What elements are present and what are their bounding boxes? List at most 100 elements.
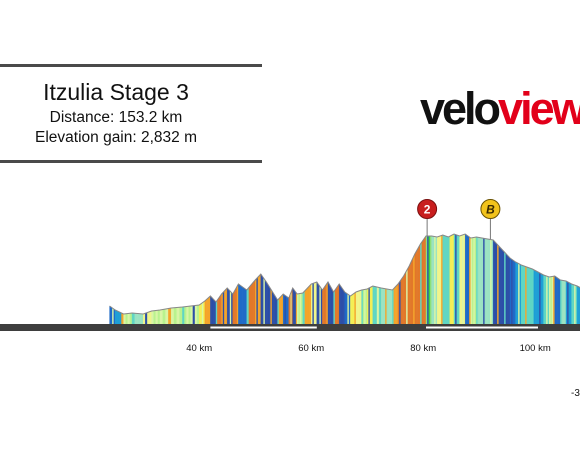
profile-segment bbox=[113, 308, 116, 325]
profile-segment bbox=[212, 298, 215, 325]
profile-segment bbox=[558, 278, 561, 325]
profile-segment bbox=[207, 296, 210, 325]
profile-segment bbox=[355, 291, 358, 325]
profile-segment bbox=[231, 291, 234, 325]
profile-segment bbox=[369, 286, 372, 325]
profile-segment bbox=[201, 301, 204, 325]
profile-segment bbox=[273, 292, 275, 325]
profile-segment bbox=[547, 276, 550, 325]
profile-segment bbox=[544, 275, 547, 325]
profile-segment bbox=[526, 266, 529, 325]
profile-segment bbox=[434, 236, 436, 325]
profile-segment bbox=[385, 288, 387, 325]
profile-segment bbox=[410, 259, 413, 325]
profile-segment bbox=[224, 288, 227, 325]
profile-segment bbox=[360, 289, 362, 325]
profile-segment bbox=[476, 236, 478, 325]
profile-segment bbox=[446, 236, 449, 325]
profile-segment bbox=[327, 281, 330, 325]
profile-segment bbox=[157, 309, 161, 325]
profile-segment bbox=[196, 304, 200, 325]
profile-segment bbox=[365, 288, 368, 325]
profile-segment bbox=[420, 241, 422, 325]
profile-segment bbox=[145, 312, 148, 325]
profile-segment bbox=[168, 307, 172, 325]
profile-segment bbox=[418, 243, 421, 325]
profile-segment bbox=[469, 236, 471, 325]
profile-segment bbox=[246, 286, 250, 325]
profile-segment bbox=[500, 246, 502, 325]
profile-segment bbox=[484, 238, 487, 325]
profile-segment bbox=[308, 283, 312, 325]
profile-segment bbox=[516, 262, 519, 325]
profile-segment bbox=[393, 286, 396, 325]
profile-segment bbox=[226, 287, 229, 325]
profile-segment bbox=[470, 237, 473, 325]
climb-category-marker bbox=[417, 199, 438, 219]
profile-segment bbox=[395, 284, 397, 325]
profile-segment bbox=[287, 296, 289, 325]
profile-segment bbox=[451, 234, 453, 325]
profile-segment bbox=[466, 234, 469, 325]
profile-segment bbox=[449, 235, 452, 325]
profile-segment bbox=[326, 281, 329, 325]
profile-segment bbox=[424, 235, 427, 325]
profile-segment bbox=[218, 295, 221, 325]
profile-segment bbox=[498, 245, 501, 325]
profile-segment bbox=[284, 294, 287, 325]
profile-segment bbox=[147, 311, 150, 325]
profile-segment bbox=[334, 287, 337, 325]
profile-segment bbox=[298, 293, 301, 325]
profile-segment bbox=[480, 237, 483, 325]
profile-outline bbox=[109, 233, 580, 315]
profile-segment bbox=[313, 282, 316, 325]
x-tick-label: 80 km bbox=[410, 343, 436, 354]
profile-segment bbox=[203, 300, 206, 325]
profile-segment bbox=[572, 284, 575, 325]
profile-segment bbox=[444, 235, 446, 325]
profile-segment bbox=[297, 293, 299, 325]
profile-segment bbox=[214, 299, 217, 325]
profile-segment bbox=[325, 283, 327, 325]
profile-segment bbox=[529, 267, 532, 325]
profile-segment bbox=[114, 309, 118, 325]
profile-segment bbox=[302, 290, 306, 325]
profile-segment bbox=[322, 287, 324, 325]
profile-segment bbox=[409, 262, 411, 325]
profile-segment bbox=[149, 310, 152, 325]
profile-segment bbox=[389, 289, 392, 325]
profile-segment bbox=[262, 275, 264, 325]
profile-segment bbox=[397, 281, 400, 325]
profile-segment bbox=[198, 303, 201, 325]
profile-segment bbox=[487, 238, 490, 325]
profile-segment bbox=[490, 239, 492, 325]
profile-segment bbox=[252, 279, 256, 325]
profile-segment bbox=[336, 285, 338, 325]
profile-segment bbox=[347, 293, 350, 325]
profile-segment bbox=[271, 290, 274, 325]
profile-segment bbox=[208, 295, 211, 325]
profile-segment bbox=[556, 276, 558, 325]
profile-segment bbox=[396, 283, 399, 325]
profile-segment bbox=[257, 274, 260, 325]
profile-segment bbox=[494, 240, 497, 325]
stage-title: Itzulia Stage 3 bbox=[43, 79, 189, 105]
profile-segment bbox=[235, 285, 238, 325]
profile-segment bbox=[431, 235, 434, 325]
profile-segment bbox=[221, 291, 224, 325]
bonus-sprint-marker bbox=[480, 199, 501, 219]
profile-segment bbox=[162, 308, 166, 325]
profile-segment bbox=[532, 268, 534, 325]
profile-segment bbox=[319, 285, 322, 325]
profile-segment bbox=[554, 275, 557, 325]
profile-segment bbox=[519, 263, 522, 325]
profile-segment bbox=[381, 287, 383, 325]
profile-segment bbox=[557, 277, 560, 325]
profile-segment bbox=[403, 272, 406, 325]
profile-segment bbox=[567, 281, 569, 325]
profile-segment bbox=[190, 305, 194, 325]
profile-segment bbox=[374, 286, 378, 325]
profile-segment bbox=[407, 265, 410, 325]
profile-segment bbox=[392, 287, 394, 325]
profile-segment bbox=[530, 268, 533, 325]
